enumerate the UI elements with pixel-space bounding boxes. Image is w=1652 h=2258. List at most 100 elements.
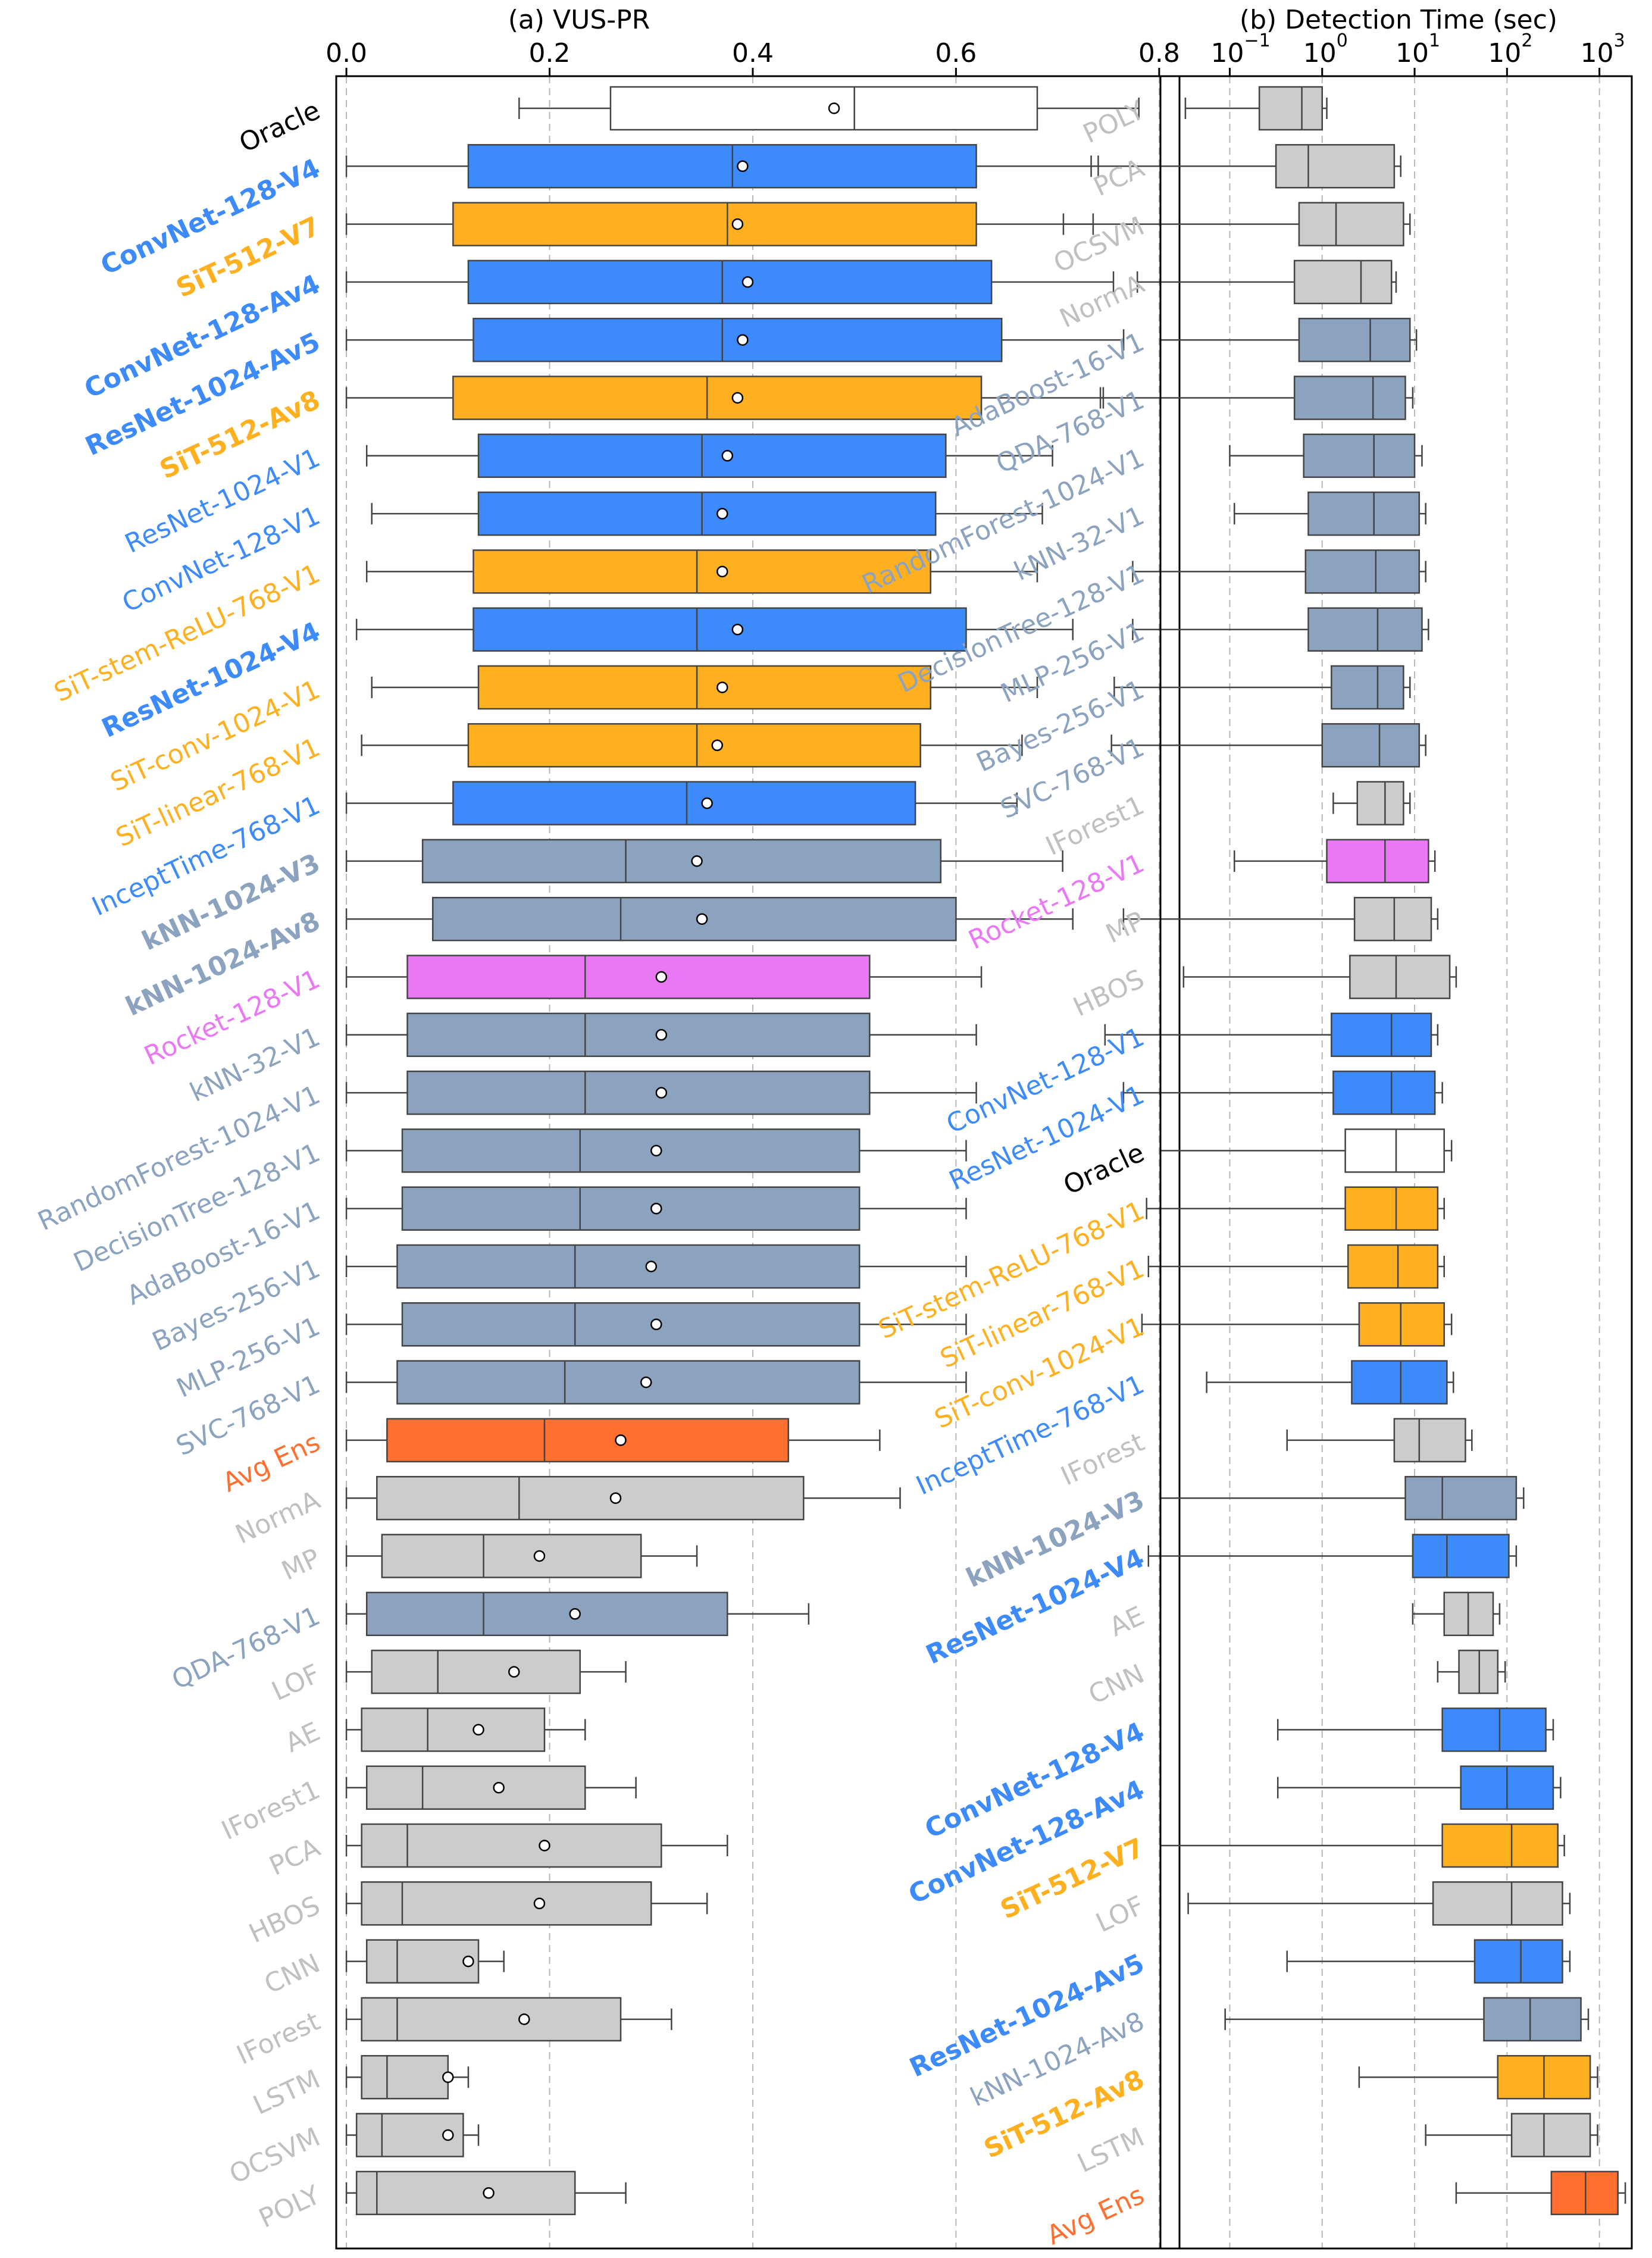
box-mean-marker — [473, 1724, 484, 1736]
x-tick-exponent: 2 — [1521, 30, 1532, 51]
box-mean-marker — [696, 913, 708, 925]
box-ae — [345, 1707, 586, 1752]
box-sit-linear-768-v1 — [1147, 1244, 1446, 1289]
box-iqr — [473, 549, 931, 594]
box-svc-768-v1 — [1110, 723, 1426, 768]
box-iqr — [355, 2171, 576, 2216]
box-iqr — [401, 1302, 861, 1347]
box-mean-marker — [731, 392, 744, 404]
category-label: Oracle — [234, 95, 324, 159]
box-iqr — [406, 1012, 871, 1058]
panel-a-boxes — [345, 86, 1140, 2216]
box-qda-768-v1 — [1099, 376, 1414, 420]
box-qda-768-v1 — [345, 1591, 810, 1637]
box-iqr — [1331, 1012, 1432, 1058]
category-label: MP — [277, 1543, 325, 1586]
box-cnn — [1437, 1649, 1506, 1694]
box-iqr — [1298, 317, 1411, 362]
box-avg-ens — [1455, 2171, 1626, 2216]
category-label: NormA — [1055, 269, 1149, 334]
box-iqr — [1356, 781, 1404, 825]
category-label: LOF — [267, 1659, 325, 1707]
box-iqr — [1344, 1186, 1439, 1231]
box-iqr — [1349, 955, 1451, 999]
box-knn-1024-v3 — [345, 839, 1063, 884]
panel-a-x-ticks: 0.0 0.2 0.4 0.6 0.8 — [326, 38, 1180, 76]
box-mean-marker — [655, 1087, 668, 1099]
category-label: LOF — [1091, 1890, 1149, 1938]
category-label: POLY — [1078, 95, 1149, 149]
box-mean-marker — [650, 1318, 662, 1331]
box-iqr — [477, 433, 947, 479]
box-iqr — [361, 1881, 652, 1926]
box-lof — [345, 1649, 627, 1694]
box-ocsvm — [345, 2113, 480, 2157]
category-label: Oracle — [1059, 1137, 1149, 1201]
category-label: POLY — [254, 2179, 324, 2234]
x-tick-label: 0.4 — [732, 38, 774, 68]
box-convnet-128-v1 — [371, 491, 1043, 536]
box-iqr — [1303, 433, 1416, 479]
box-iforest1 — [1332, 781, 1411, 825]
box-mean-marker — [741, 276, 754, 288]
panel-b-frame — [1159, 75, 1633, 2250]
category-label: AE — [281, 1716, 325, 1759]
category-label: CNN — [1084, 1659, 1149, 1710]
box-decisiontree-128-v1 — [345, 1128, 967, 1173]
box-knn-32-v1 — [1233, 491, 1426, 536]
box-iqr — [1258, 86, 1324, 131]
box-iqr — [1441, 1823, 1559, 1868]
box-mean-marker — [640, 1376, 652, 1388]
box-iqr — [473, 607, 967, 652]
x-tick-exponent: 3 — [1614, 30, 1625, 51]
x-tick-label: 10 — [1581, 38, 1614, 68]
x-tick-exponent: −1 — [1244, 30, 1270, 51]
x-tick-exponent: 1 — [1429, 30, 1440, 51]
box-iqr — [467, 723, 921, 768]
box-mlp-256-v1 — [1132, 607, 1429, 652]
box-iqr — [467, 259, 993, 305]
box-iqr — [361, 1707, 546, 1752]
box-bayes-256-v1 — [345, 1244, 967, 1289]
box-iqr — [1344, 1128, 1446, 1173]
box-iqr — [365, 1939, 480, 1984]
category-label: OCSVM — [225, 2122, 325, 2190]
box-iqr — [1393, 1418, 1466, 1463]
box-iqr — [386, 1418, 789, 1463]
box-svc-768-v1 — [345, 1360, 967, 1405]
x-tick-label: 0.2 — [529, 38, 571, 68]
category-label: HBOS — [245, 1890, 325, 1949]
box-sit-512-v7 — [345, 202, 1094, 246]
box-adaboost-16-v1 — [1159, 317, 1418, 362]
box-convnet-128-v4 — [1276, 1707, 1554, 1752]
box-oracle — [1159, 1128, 1453, 1173]
category-label: NormA — [231, 1485, 325, 1550]
box-convnet-128-av4 — [345, 259, 1115, 305]
box-iqr — [452, 781, 916, 825]
category-label: MP — [1102, 906, 1149, 949]
box-iqr — [361, 2054, 449, 2100]
box-mean-marker — [716, 565, 728, 578]
box-mp — [345, 1534, 698, 1578]
box-mean-marker — [711, 739, 723, 752]
box-lof — [1187, 1881, 1571, 1926]
box-mean-marker — [650, 1202, 662, 1215]
box-poly — [345, 2171, 627, 2216]
category-label: LSTM — [1073, 2122, 1149, 2179]
box-mean-marker — [655, 971, 668, 983]
box-mean-marker — [737, 160, 749, 173]
box-mean-marker — [716, 681, 728, 693]
box-cnn — [345, 1939, 505, 1984]
box-iqr — [1347, 1244, 1439, 1289]
box-mean-marker — [645, 1261, 657, 1272]
x-tick-label: 0.8 — [1138, 38, 1180, 68]
box-iqr — [365, 1765, 586, 1810]
category-label: Avg Ens — [1042, 2180, 1149, 2251]
category-label: PCA — [265, 1832, 325, 1882]
box-mean-marker — [508, 1666, 520, 1678]
box-norma — [1136, 259, 1397, 305]
box-sit-512-av8 — [345, 376, 1105, 420]
box-mean-marker — [731, 623, 744, 636]
box-poly — [1184, 86, 1328, 131]
box-sit-conv-1024-v1 — [1141, 1302, 1453, 1347]
